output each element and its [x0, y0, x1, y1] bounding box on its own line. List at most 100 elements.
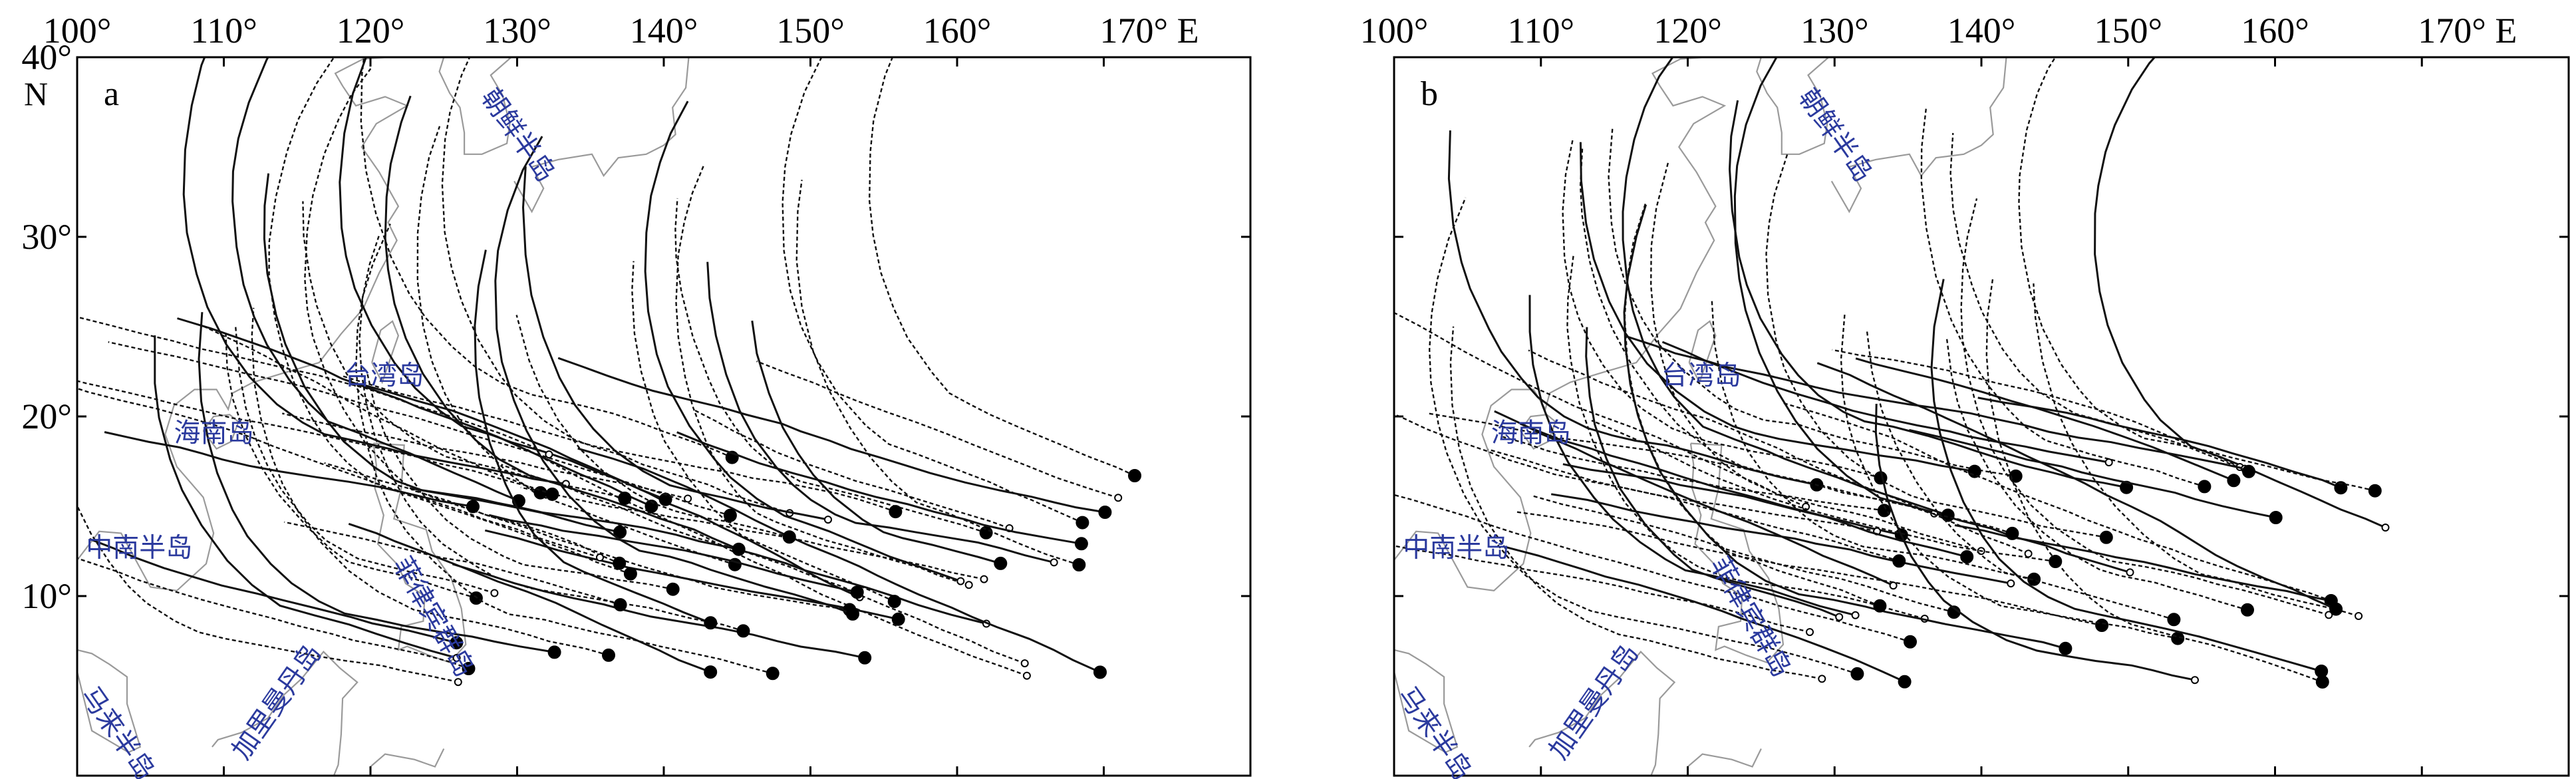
- genesis-point: [1075, 516, 1089, 530]
- mainland-coast: [1394, 57, 1727, 592]
- typhoon-track: [694, 410, 1010, 530]
- genesis-point: [994, 556, 1008, 570]
- genesis-point: [2191, 676, 2199, 685]
- typhoon-track: [1816, 362, 2337, 610]
- typhoon-track: [1945, 337, 2248, 611]
- genesis-point: [1114, 494, 1123, 502]
- genesis-point: [1904, 635, 1917, 649]
- genesis-point: [2027, 572, 2041, 586]
- typhoon-track: [251, 307, 609, 657]
- coastlines: [77, 57, 690, 776]
- typhoon-track: [676, 431, 1082, 545]
- typhoon-track: [1428, 197, 1858, 675]
- longitude-label: 110°: [1507, 11, 1574, 51]
- typhoon-track: [234, 325, 495, 594]
- typhoon-track: [527, 448, 1028, 677]
- typhoon-track: [1562, 138, 1881, 479]
- typhoon-tracks: [77, 57, 1141, 687]
- genesis-point: [2049, 555, 2063, 568]
- typhoon-track: [1977, 396, 2341, 489]
- typhoon-track: [674, 198, 986, 534]
- typhoon-track: [2018, 57, 2376, 492]
- typhoon-track: [154, 335, 457, 659]
- typhoon-track: [1960, 198, 2329, 616]
- typhoon-track: [631, 261, 895, 603]
- latitude-label: 30°: [21, 217, 72, 257]
- genesis-point: [490, 589, 499, 597]
- panel-label: b: [1421, 75, 1438, 113]
- genesis-point: [979, 526, 993, 540]
- longitude-label: 110°: [190, 11, 257, 51]
- typhoon-track: [302, 201, 625, 500]
- typhoon-track: [1494, 410, 1894, 587]
- hainan-coast: [202, 414, 239, 450]
- genesis-point: [2120, 480, 2134, 494]
- genesis-point: [1128, 469, 1141, 482]
- typhoon-track: [1427, 412, 2013, 535]
- typhoon-track: [1661, 341, 2109, 464]
- longitude-label: 120°: [1653, 11, 1722, 51]
- map-frame: [76, 56, 1252, 777]
- typhoon-track: [198, 312, 555, 653]
- sulawesi-coast: [370, 748, 445, 768]
- genesis-point: [732, 542, 746, 556]
- genesis-point: [2095, 619, 2109, 632]
- typhoon-track: [515, 315, 790, 538]
- typhoon-track: [706, 261, 1055, 563]
- genesis-point: [1072, 558, 1086, 571]
- genesis-point: [980, 575, 988, 583]
- typhoon-track: [1920, 106, 2205, 488]
- typhoon-track: [1649, 161, 1982, 552]
- genesis-point: [666, 582, 680, 596]
- typhoon-track: [494, 136, 853, 615]
- genesis-point: [1818, 675, 1826, 683]
- typhoon-track: [1520, 422, 1902, 536]
- typhoon-track: [1449, 326, 1822, 680]
- typhoon-track: [204, 325, 541, 494]
- typhoon-track: [182, 57, 567, 485]
- typhoon-track: [1585, 327, 1840, 618]
- hainan-coast: [1519, 414, 1557, 450]
- genesis-point: [2059, 641, 2073, 655]
- place-label-indochina: 中南半岛: [1403, 533, 1509, 563]
- genesis-point: [704, 665, 718, 679]
- genesis-point: [452, 654, 461, 662]
- genesis-point: [2325, 611, 2333, 619]
- typhoon-track: [1874, 403, 2196, 681]
- typhoon-track: [751, 320, 1001, 565]
- genesis-point: [684, 494, 692, 503]
- mainland-coast: [77, 57, 409, 592]
- typhoon-track: [348, 522, 711, 673]
- typhoon-track: [341, 375, 896, 513]
- latitude-label: 40°: [21, 37, 72, 77]
- typhoon-track: [268, 57, 601, 559]
- typhoon-track: [795, 180, 1079, 566]
- genesis-point: [450, 636, 464, 650]
- malay-coast: [77, 649, 142, 754]
- typhoon-track: [384, 95, 740, 551]
- genesis-point: [2315, 665, 2329, 678]
- typhoon-track: [1394, 545, 1810, 633]
- typhoon-track: [225, 331, 477, 599]
- genesis-point: [889, 505, 903, 519]
- genesis-point: [2009, 469, 2023, 483]
- typhoon-track: [77, 380, 553, 496]
- genesis-point: [736, 624, 750, 638]
- genesis-point: [2368, 484, 2382, 498]
- korea-coast: [1756, 57, 1830, 155]
- typhoon-track: [1550, 493, 2011, 585]
- typhoon-track: [1503, 436, 1885, 512]
- typhoon-track: [231, 57, 519, 502]
- typhoon-track: [452, 563, 865, 659]
- genesis-point: [1098, 506, 1112, 519]
- place-label-hainan: 海南岛: [1491, 418, 1571, 448]
- genesis-point: [2007, 579, 2015, 587]
- typhoon-track: [484, 529, 899, 621]
- philippines-coast: [1689, 442, 1785, 664]
- genesis-point: [846, 607, 859, 621]
- genesis-point: [618, 492, 632, 505]
- panel-b: 100° 110° 120° 130° 140° 150° 160° 170° E b 朝鲜半岛台…: [1360, 11, 2570, 779]
- typhoon-track: [324, 462, 850, 611]
- typhoon-track: [1394, 494, 1911, 643]
- place-label-taiwan: 台湾岛: [344, 360, 424, 390]
